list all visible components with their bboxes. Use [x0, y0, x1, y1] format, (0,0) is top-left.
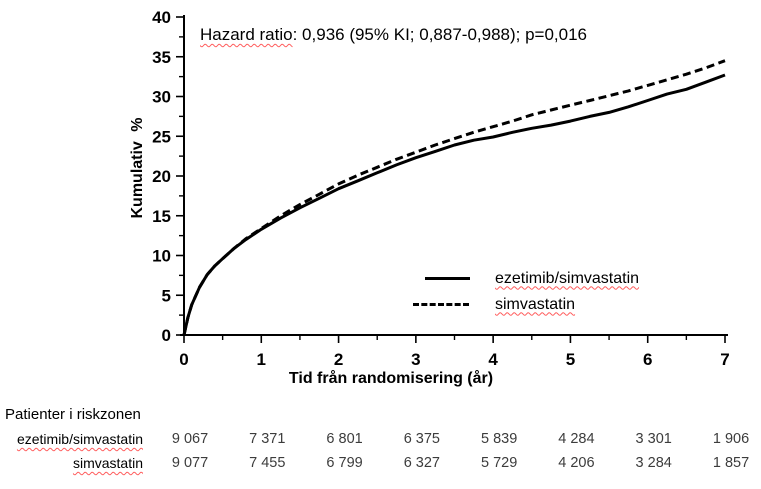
x-tick-label: 0: [179, 350, 188, 369]
x-axis-title: Tid från randomisering (år): [288, 370, 494, 387]
risk-count: 1 857: [712, 455, 750, 471]
risk-count: 6 801: [326, 431, 363, 447]
solid-line-sample-icon: [425, 277, 470, 280]
y-tick-label: 30: [152, 88, 171, 107]
risk-count: 1 906: [712, 431, 750, 447]
y-tick-label: 5: [162, 286, 171, 305]
y-tick-label: 0: [162, 326, 171, 345]
annotation-rest-text: : 0,936 (95% KI; 0,887-0,988); p=0,016: [292, 25, 588, 44]
risk-count: 7 455: [249, 455, 286, 471]
risk-count: 5 839: [480, 431, 518, 447]
risk-row-label: simvastatin: [72, 455, 143, 471]
annotation-underlined-text: Hazard ratio: [200, 25, 293, 44]
risk-count: 7 371: [249, 431, 286, 447]
x-tick-label: 2: [334, 350, 343, 369]
legend: ezetimib/simvastatin simvastatin: [413, 269, 639, 314]
hazard-ratio-annotation: Hazard ratio: 0,936 (95% KI; 0,887-0,988…: [200, 25, 587, 45]
y-tick-label: 15: [152, 207, 171, 226]
legend-item: simvastatin: [413, 295, 639, 314]
risk-count: 6 375: [403, 431, 440, 447]
legend-item: ezetimib/simvastatin: [413, 269, 639, 288]
x-tick-label: 3: [411, 350, 420, 369]
dashed-line-sample-icon: [413, 303, 469, 306]
risk-count: 3 301: [635, 431, 672, 447]
x-tick-label: 5: [566, 350, 575, 369]
risk-count: 4 206: [558, 455, 595, 471]
x-tick-label: 7: [720, 350, 729, 369]
y-tick-label: 40: [152, 8, 171, 27]
y-tick-label: 20: [152, 167, 171, 186]
x-tick-label: 4: [488, 350, 498, 369]
legend-label: simvastatin: [495, 295, 576, 313]
risk-count: 9 067: [171, 431, 209, 447]
risk-count: 6 327: [403, 455, 440, 471]
x-tick-label: 6: [643, 350, 652, 369]
risk-count: 3 284: [635, 455, 672, 471]
risk-table-title: Patienter i riskzonen: [5, 406, 141, 423]
risk-row-label: ezetimib/simvastatin: [16, 431, 143, 447]
series-line-simvastatin: [182, 59, 726, 336]
risk-count: 9 077: [171, 455, 209, 471]
risk-count: 4 284: [558, 431, 595, 447]
x-tick-label: 1: [257, 350, 266, 369]
risk-count: 5 729: [480, 455, 518, 471]
legend-label: ezetimib/simvastatin: [495, 269, 640, 287]
y-tick-label: 10: [152, 247, 171, 266]
y-tick-label: 25: [152, 127, 171, 146]
risk-count: 6 799: [326, 455, 363, 471]
chart-canvas: 0 5 10 15 20 25 30 35 40 0 1 2 3 4 5 6 7: [152, 8, 730, 369]
y-tick-label: 35: [152, 48, 171, 67]
